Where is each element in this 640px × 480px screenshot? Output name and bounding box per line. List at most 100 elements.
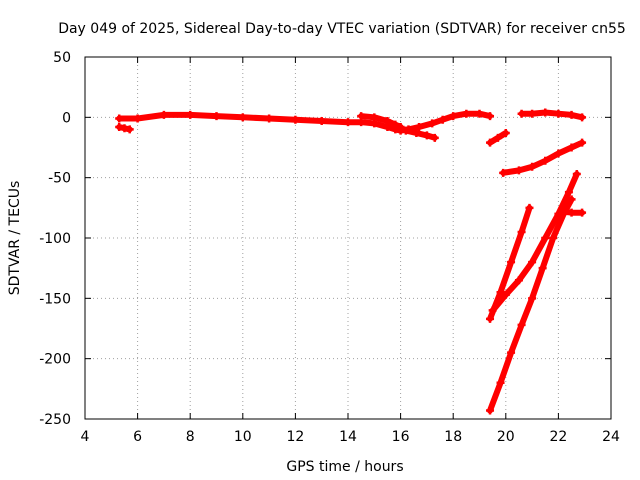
series-layer [115, 108, 587, 415]
ticks-layer: 4 6 8 10 12 14 16 18 20 22 24 -250 -200 -150 -100 -50 0 5… [39, 50, 620, 445]
data-point [554, 149, 563, 158]
data-point [528, 294, 537, 303]
series-rising-arc [499, 138, 587, 177]
series-upper-wedge [357, 112, 405, 131]
data-point [265, 114, 274, 123]
chart-title: Day 049 of 2025, Sidereal Day-to-day VTE… [58, 21, 626, 37]
data-point [357, 112, 366, 121]
data-point [317, 116, 326, 125]
data-point [507, 348, 516, 357]
series-main-arc [115, 109, 495, 135]
data-point [554, 109, 563, 118]
x-tick-label: 20 [497, 429, 515, 445]
data-point [486, 138, 495, 147]
data-point [525, 203, 534, 212]
y-axis-label: SDTVAR / TECUs [7, 181, 23, 296]
data-point [488, 306, 497, 315]
x-tick-label: 12 [286, 429, 304, 445]
data-point [517, 109, 526, 118]
x-tick-label: 10 [234, 429, 252, 445]
data-point [538, 264, 547, 273]
data-point [567, 195, 576, 204]
data-point [493, 133, 502, 142]
data-point [517, 320, 526, 329]
y-tick-label: 50 [53, 50, 71, 66]
data-point [514, 166, 523, 175]
series-line [487, 196, 575, 414]
series-lower-wedge [401, 126, 439, 142]
data-point [428, 119, 437, 128]
x-tick-label: 6 [133, 429, 142, 445]
data-point [291, 115, 300, 124]
y-tick-label: -50 [48, 171, 71, 187]
x-tick-label: 14 [339, 429, 357, 445]
data-point [125, 125, 134, 134]
data-point [391, 120, 400, 129]
data-point [549, 234, 558, 242]
data-point [541, 234, 550, 242]
y-tick-label: -150 [39, 291, 71, 307]
y-tick-label: 0 [62, 110, 71, 126]
data-point [567, 110, 576, 119]
data-point [528, 258, 537, 267]
data-point [499, 168, 508, 177]
x-tick-label: 16 [392, 429, 410, 445]
data-point [496, 288, 505, 297]
data-point [567, 143, 576, 152]
data-point [578, 113, 587, 122]
data-point [507, 258, 516, 267]
series-flat-tail [559, 207, 587, 217]
series-start-segment [115, 122, 134, 134]
x-tick-label: 24 [602, 429, 620, 445]
data-point [212, 112, 221, 121]
data-point [486, 314, 495, 323]
data-point [559, 207, 568, 216]
series-short-drop [486, 129, 510, 147]
data-point [578, 208, 587, 217]
data-point [567, 208, 576, 217]
series-line [489, 171, 580, 314]
data-point [412, 129, 421, 138]
data-point [486, 112, 495, 121]
data-point [541, 108, 550, 117]
x-tick-label: 8 [186, 429, 195, 445]
x-axis-label: GPS time / hours [286, 459, 403, 475]
data-point [430, 133, 439, 142]
data-point [528, 109, 537, 118]
data-point [514, 276, 523, 285]
data-point [133, 114, 142, 123]
data-point [449, 112, 458, 121]
data-point [572, 170, 581, 179]
data-point [528, 162, 537, 171]
data-point [115, 114, 124, 123]
x-tick-label: 4 [81, 429, 90, 445]
data-point [344, 118, 352, 127]
y-tick-label: -250 [39, 412, 71, 428]
data-point [159, 110, 168, 119]
y-tick-label: -100 [39, 231, 71, 247]
data-point [486, 406, 495, 415]
data-point [564, 188, 573, 197]
data-point [422, 131, 431, 140]
data-point [415, 122, 424, 131]
data-point [462, 109, 471, 118]
data-point [370, 113, 379, 122]
series-steep-line-c [486, 195, 576, 415]
data-point [396, 122, 405, 131]
x-tick-label: 18 [444, 429, 462, 445]
data-point [475, 109, 484, 118]
x-tick-label: 22 [549, 429, 567, 445]
data-point [578, 138, 587, 147]
data-point [501, 290, 510, 299]
data-point [517, 227, 526, 236]
series-late-arc [517, 108, 587, 122]
data-point [496, 378, 505, 387]
data-point [401, 126, 410, 135]
data-point [238, 113, 247, 122]
data-point [501, 129, 510, 138]
data-point [383, 116, 392, 125]
data-point [541, 156, 550, 165]
data-point [438, 115, 447, 124]
y-tick-label: -200 [39, 352, 71, 368]
